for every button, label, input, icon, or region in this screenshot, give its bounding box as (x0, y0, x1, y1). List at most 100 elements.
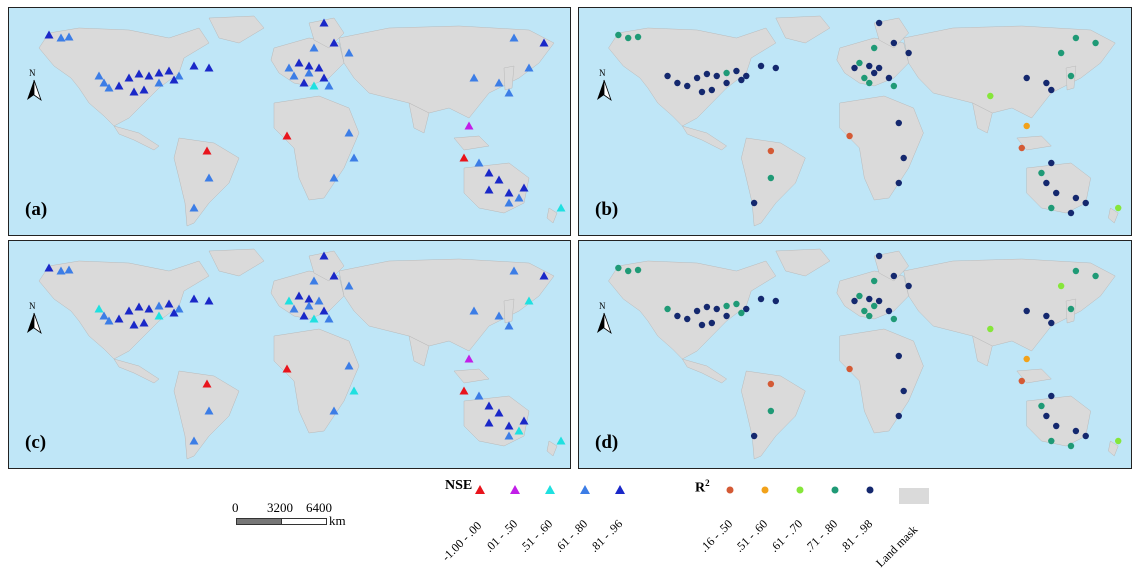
station-marker (509, 266, 519, 275)
north-arrow: N (25, 301, 43, 335)
station-marker (124, 306, 134, 315)
station-marker (624, 267, 632, 275)
station-marker (484, 185, 494, 194)
scale-unit: km (329, 513, 346, 528)
station-marker (1057, 282, 1065, 290)
station-marker (723, 302, 730, 310)
station-marker (154, 78, 164, 87)
land-shape (775, 248, 831, 277)
station-marker (124, 73, 134, 82)
station-marker (56, 266, 66, 275)
station-marker (767, 407, 775, 415)
station-marker (870, 44, 878, 52)
station-marker (174, 71, 184, 80)
station-marker (703, 70, 711, 78)
land-shape (308, 250, 345, 282)
station-marker (484, 418, 494, 427)
station-marker (304, 68, 314, 77)
station-marker (890, 315, 898, 323)
station-marker (204, 173, 214, 182)
station-marker (99, 311, 109, 320)
map-d-svg (608, 248, 1122, 460)
land-shape (608, 260, 777, 360)
station-marker (319, 306, 329, 315)
station-marker (1067, 442, 1075, 450)
station-marker (319, 18, 329, 27)
legend-nse: NSE -1.00 - .00.01 - .50.51 - .60.61 - .… (439, 476, 660, 566)
map-panel-b: N (b) (578, 7, 1132, 236)
legend-nse-item-swatch-1 (510, 485, 520, 494)
station-marker (494, 78, 504, 87)
station-marker (319, 251, 329, 260)
station-marker (875, 297, 883, 305)
station-marker (129, 320, 139, 329)
north-arrow: N (25, 68, 43, 102)
station-marker (349, 153, 359, 162)
map-c-svg (38, 248, 566, 460)
legend-r2: R2 .16 - .50.51 - .60.61 - .70.71 - .80.… (690, 476, 875, 566)
land-shape (173, 370, 240, 460)
station-marker (1038, 169, 1045, 177)
station-marker (664, 72, 671, 80)
legend-nse-item-swatch-2 (545, 485, 555, 494)
station-marker (189, 436, 199, 445)
station-marker (459, 386, 469, 395)
station-marker (890, 272, 898, 280)
land-shape (873, 250, 909, 282)
land-shape (208, 248, 265, 277)
land-shape (1026, 395, 1091, 447)
land-shape (972, 335, 993, 367)
station-marker (870, 302, 878, 310)
station-marker (713, 305, 720, 313)
station-marker (504, 88, 514, 97)
station-marker (189, 61, 199, 70)
station-marker (349, 386, 359, 395)
station-marker (1057, 49, 1065, 57)
station-marker (1023, 355, 1030, 363)
scale-tick-0: 0 (232, 500, 239, 515)
station-marker (738, 309, 745, 317)
station-marker (99, 78, 109, 87)
land-shape (972, 102, 993, 134)
station-marker (723, 312, 730, 320)
station-marker (895, 352, 902, 360)
station-marker (693, 74, 701, 82)
station-marker (708, 319, 716, 327)
station-marker (905, 282, 912, 290)
scale-tick-2: 6400 (306, 500, 332, 515)
station-marker (750, 199, 758, 207)
station-marker (204, 63, 214, 72)
legend-nse-title: NSE (445, 478, 473, 493)
scale-tick-1: 3200 (267, 500, 293, 515)
land-shape (546, 207, 558, 224)
station-marker (1018, 377, 1025, 385)
station-marker (890, 39, 898, 47)
land-shape (38, 260, 210, 360)
station-marker (154, 311, 164, 320)
station-marker (885, 307, 893, 315)
station-marker (469, 73, 479, 82)
station-marker (504, 198, 514, 207)
station-marker (757, 62, 765, 70)
land-shape (113, 125, 160, 151)
legend-nse-item-label-2: .51 - .60 (517, 516, 556, 555)
land-shape (503, 65, 515, 91)
station-marker (698, 88, 706, 96)
land-shape (839, 95, 924, 201)
scale-bar-dark (236, 518, 282, 525)
land-shape (38, 27, 210, 127)
station-marker (309, 314, 319, 323)
scale-bar-light (281, 518, 327, 525)
station-marker (1038, 402, 1045, 410)
legend-nse-item-swatch-3 (580, 485, 590, 494)
station-marker (1067, 305, 1075, 313)
station-marker (1048, 204, 1055, 212)
station-marker (464, 121, 474, 130)
station-marker (866, 62, 873, 70)
station-marker (556, 436, 566, 445)
station-marker (556, 203, 566, 212)
station-marker (870, 69, 878, 77)
station-marker (139, 318, 149, 327)
legend-nse-item-label-0: -1.00 - .00 (439, 518, 485, 564)
station-marker (114, 314, 124, 323)
